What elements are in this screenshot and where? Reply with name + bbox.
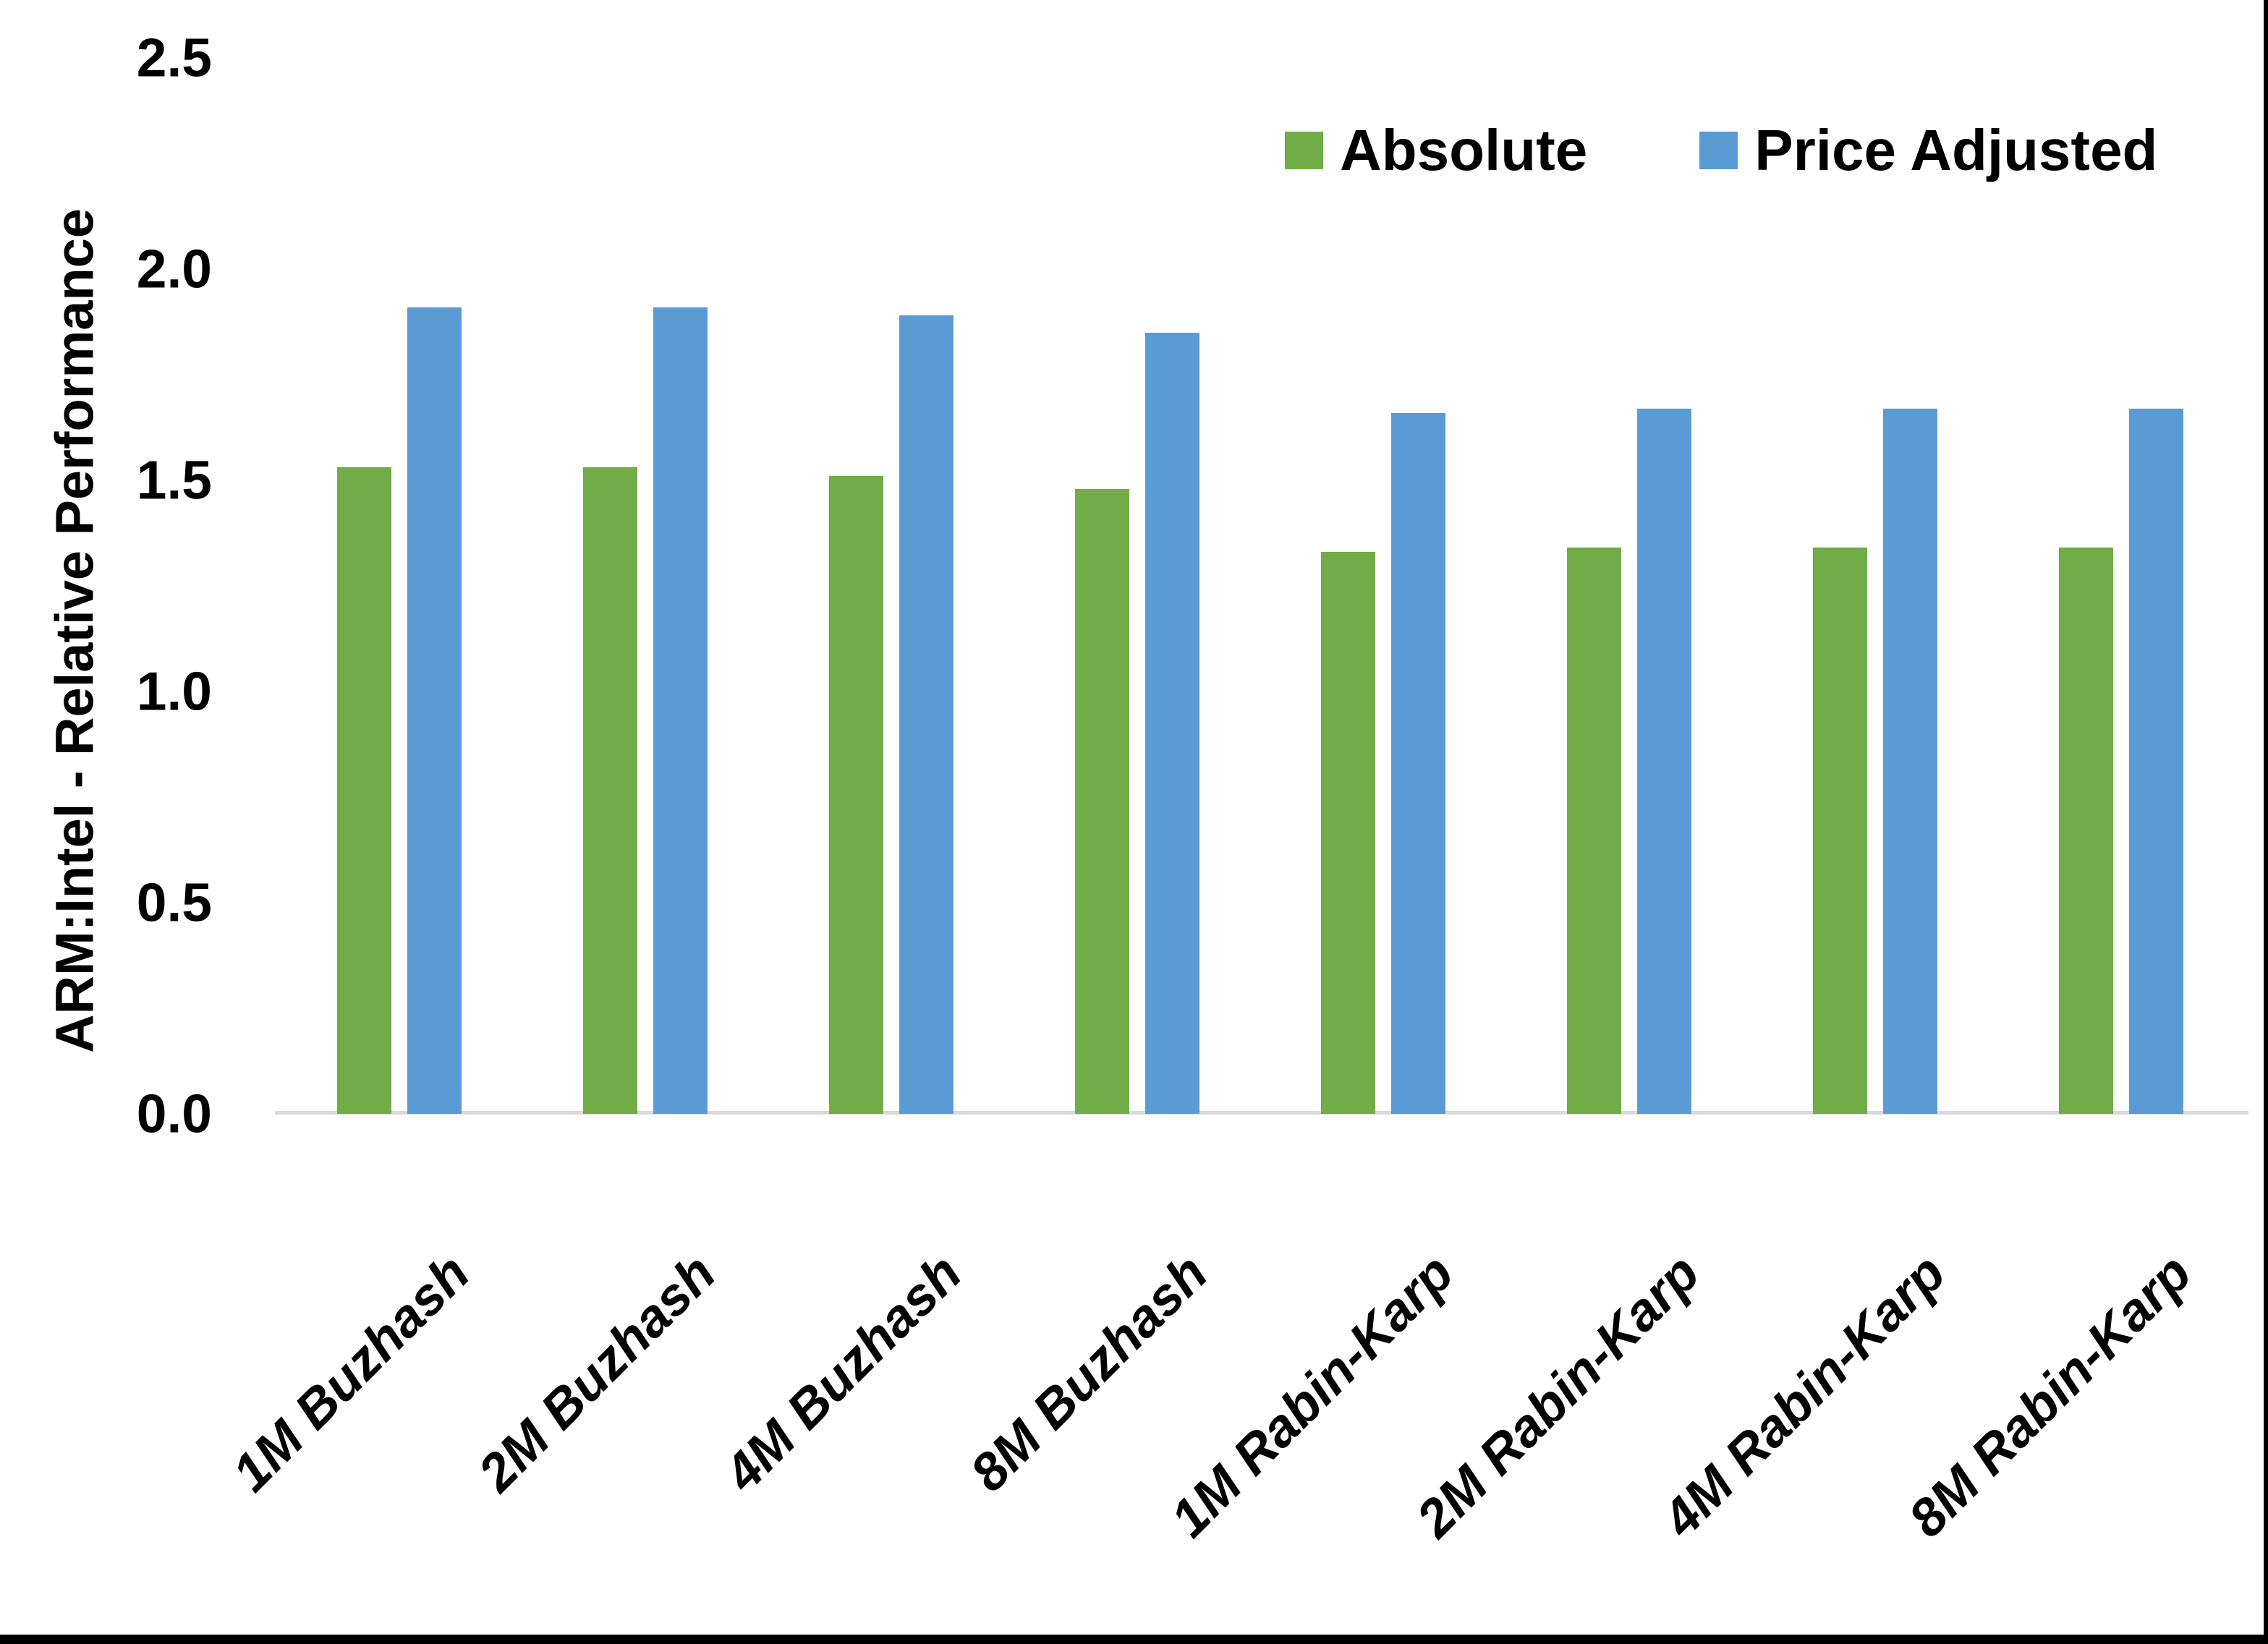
legend-item-price-adjusted: Price Adjusted	[1699, 122, 2157, 179]
screenshot-edge-bottom	[0, 1635, 2268, 1644]
y-tick-label: 0.5	[136, 872, 212, 933]
bar-price-adjusted	[1637, 409, 1691, 1114]
bar-price-adjusted	[1883, 409, 1937, 1114]
legend: Absolute Price Adjusted	[1285, 122, 2157, 179]
x-category-label: 8M Buzhash	[959, 1243, 1219, 1503]
x-category-label: 4M Buzhash	[713, 1243, 973, 1503]
bar-absolute	[1321, 552, 1375, 1114]
bar-absolute	[1567, 548, 1621, 1114]
bar-price-adjusted	[2129, 409, 2183, 1114]
screenshot-edge-right	[2264, 0, 2268, 1644]
legend-swatch-absolute	[1285, 132, 1323, 169]
plot-area	[276, 58, 2244, 1114]
bar-absolute	[337, 467, 391, 1114]
bar-absolute	[2059, 548, 2113, 1114]
legend-item-absolute: Absolute	[1285, 122, 1587, 179]
y-tick-label: 0.0	[136, 1083, 212, 1144]
x-axis-line	[275, 1111, 2248, 1115]
legend-label-price-adjusted: Price Adjusted	[1754, 118, 2158, 182]
bar-price-adjusted	[1391, 413, 1445, 1114]
x-category-label: 2M Buzhash	[467, 1243, 727, 1503]
bar-absolute	[1813, 548, 1867, 1114]
y-tick-label: 2.0	[136, 238, 212, 299]
bar-price-adjusted	[899, 315, 954, 1114]
legend-swatch-price-adjusted	[1699, 132, 1738, 169]
bar-absolute	[829, 476, 883, 1114]
y-tick-label: 1.5	[136, 449, 212, 511]
y-tick-label: 1.0	[136, 660, 212, 722]
bar-price-adjusted	[653, 307, 708, 1114]
y-tick-label: 2.5	[136, 27, 212, 88]
bar-price-adjusted	[407, 307, 462, 1114]
bar-absolute	[583, 467, 637, 1114]
bar-absolute	[1075, 489, 1129, 1114]
legend-label-absolute: Absolute	[1340, 118, 1588, 182]
bar-price-adjusted	[1145, 333, 1199, 1114]
x-category-label: 1M Buzhash	[221, 1243, 481, 1503]
